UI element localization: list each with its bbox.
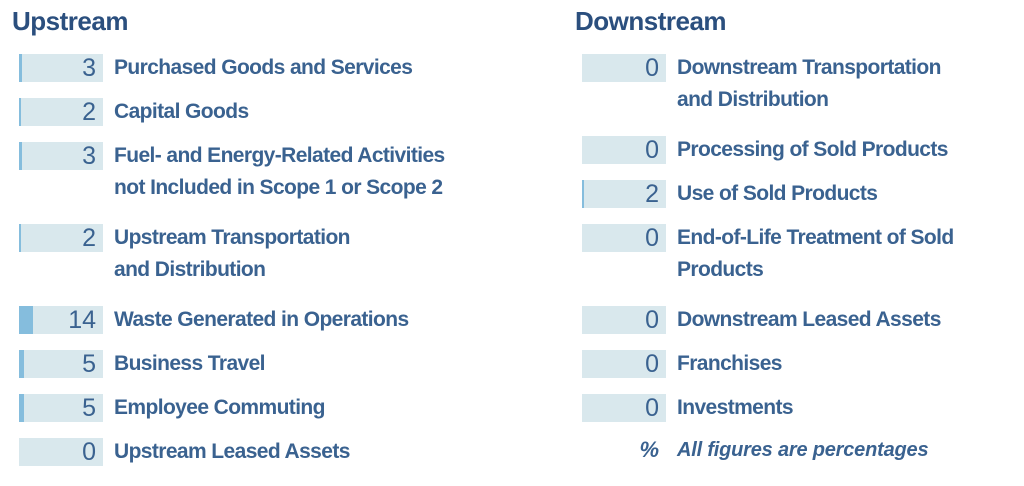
footnote: % All figures are percentages	[582, 436, 1020, 464]
category-label-line: Employee Commuting	[114, 396, 325, 419]
footnote-text: All figures are percentages	[677, 439, 929, 461]
upstream-column: Upstream 3 Purchased Goods and Services 2 C…	[12, 6, 517, 480]
category-label-line: not Included in Scope 1 or Scope 2	[114, 176, 443, 199]
value-label: 5	[82, 350, 96, 378]
category-label-line: Downstream Leased Assets	[677, 308, 941, 331]
category-label-line: Use of Sold Products	[677, 182, 878, 205]
category-label: Franchises	[677, 348, 782, 380]
value-bar-fill	[19, 224, 21, 252]
category-label-line: Business Travel	[114, 352, 266, 375]
category-label-line: Waste Generated in Operations	[114, 308, 409, 331]
value-bar-fill	[19, 394, 24, 422]
value-bar: 5	[19, 350, 103, 378]
value-bar: 0	[582, 54, 666, 82]
category-label-line: Investments	[677, 396, 794, 419]
value-label: 0	[82, 438, 96, 466]
category-label: End-of-Life Treatment of Sold Products	[677, 222, 954, 286]
category-label-line: Fuel- and Energy-Related Activities	[114, 144, 445, 167]
category-label: Capital Goods	[114, 96, 249, 128]
category-label: Downstream Transportation and Distributio…	[677, 52, 941, 116]
upstream-rows: 3 Purchased Goods and Services 2 Capital Go…	[19, 52, 517, 468]
value-label: 0	[645, 54, 659, 82]
value-label: 2	[645, 180, 659, 208]
value-label: 3	[82, 142, 96, 170]
value-label: 3	[82, 54, 96, 82]
category-label: Upstream Leased Assets	[114, 436, 350, 468]
value-label: 0	[645, 224, 659, 252]
category-row: 2 Use of Sold Products	[582, 178, 1020, 210]
value-label: 5	[82, 394, 96, 422]
category-row: 5 Business Travel	[19, 348, 517, 380]
category-label-line: Purchased Goods and Services	[114, 56, 413, 79]
value-bar: 2	[582, 180, 666, 208]
category-row: 0 Processing of Sold Products	[582, 134, 1020, 166]
category-row: 0 Downstream Leased Assets	[582, 304, 1020, 336]
category-label-line: Franchises	[677, 352, 782, 375]
value-bar-fill	[582, 180, 584, 208]
category-label: Employee Commuting	[114, 392, 325, 424]
value-bar-fill	[19, 54, 22, 82]
upstream-heading: Upstream	[12, 6, 128, 36]
category-label-line: Downstream Transportation	[677, 56, 941, 79]
category-row: 0 Franchises	[582, 348, 1020, 380]
value-bar: 2	[19, 224, 103, 252]
value-label: 14	[68, 306, 96, 334]
downstream-rows: 0 Downstream Transportation and Distributi…	[582, 52, 1020, 424]
category-label: Processing of Sold Products	[677, 134, 948, 166]
category-row: 3 Purchased Goods and Services	[19, 52, 517, 84]
category-label-line: Capital Goods	[114, 100, 249, 123]
category-label-line: Upstream Transportation	[114, 226, 351, 249]
category-row: 14 Waste Generated in Operations	[19, 304, 517, 336]
value-label: 0	[645, 394, 659, 422]
percent-symbol: %	[639, 437, 659, 462]
value-label: 2	[82, 224, 96, 252]
category-label: Downstream Leased Assets	[677, 304, 941, 336]
value-bar: 0	[582, 350, 666, 378]
value-bar: 0	[582, 306, 666, 334]
category-label: Purchased Goods and Services	[114, 52, 413, 84]
category-row: 0 Downstream Transportation and Distributi…	[582, 52, 1020, 116]
downstream-heading: Downstream	[575, 6, 727, 36]
value-bar: 0	[19, 438, 103, 466]
value-label: 0	[645, 306, 659, 334]
category-label-line: Upstream Leased Assets	[114, 440, 350, 463]
downstream-column: Downstream 0 Downstream Transportation and…	[575, 6, 1020, 464]
value-bar-fill	[19, 306, 33, 334]
value-label: 2	[82, 98, 96, 126]
category-row: 2 Upstream Transportation and Distribution	[19, 222, 517, 286]
value-bar: 3	[19, 142, 103, 170]
category-row: 0 Upstream Leased Assets	[19, 436, 517, 468]
category-label-line: End-of-Life Treatment of Sold	[677, 226, 954, 249]
category-label: Waste Generated in Operations	[114, 304, 409, 336]
category-label-line: and Distribution	[677, 88, 829, 111]
category-label: Upstream Transportation and Distribution	[114, 222, 351, 286]
value-bar: 2	[19, 98, 103, 126]
category-label: Fuel- and Energy-Related Activities not I…	[114, 140, 445, 204]
category-label-line: and Distribution	[114, 258, 266, 281]
value-bar: 0	[582, 224, 666, 252]
value-bar-fill	[19, 98, 21, 126]
category-label-line: Products	[677, 258, 764, 281]
category-row: 5 Employee Commuting	[19, 392, 517, 424]
value-bar: 14	[19, 306, 103, 334]
value-bar: 3	[19, 54, 103, 82]
value-bar: 0	[582, 136, 666, 164]
category-label: Use of Sold Products	[677, 178, 878, 210]
value-bar-fill	[19, 350, 24, 378]
category-label: Investments	[677, 392, 794, 424]
value-bar-fill	[19, 142, 22, 170]
category-row: 0 Investments	[582, 392, 1020, 424]
category-row: 2 Capital Goods	[19, 96, 517, 128]
category-label-line: Processing of Sold Products	[677, 138, 948, 161]
category-row: 3 Fuel- and Energy-Related Activities not …	[19, 140, 517, 204]
value-label: 0	[645, 136, 659, 164]
value-bar: 0	[582, 394, 666, 422]
category-row: 0 End-of-Life Treatment of Sold Products	[582, 222, 1020, 286]
category-label: Business Travel	[114, 348, 266, 380]
value-bar: 5	[19, 394, 103, 422]
value-label: 0	[645, 350, 659, 378]
